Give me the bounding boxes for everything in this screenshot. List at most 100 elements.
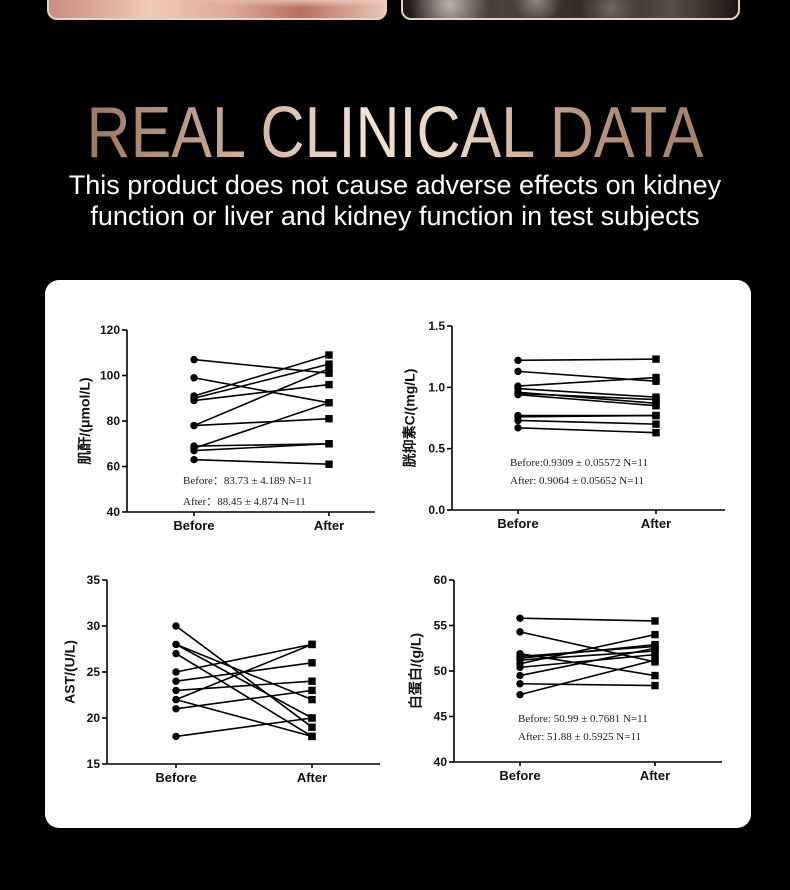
subject-line [517,419,657,425]
product-photo-left [47,0,387,20]
after-point [652,355,660,363]
y-tick-label: 25 [87,665,101,679]
y-tick-label: 40 [107,505,121,519]
after-point [651,630,659,639]
x-category-label: Before [173,518,214,533]
after-point [651,640,659,649]
chart-1: 40 60 80 100 120 Before After 肌酐/(μmol/L) Before… [77,323,375,533]
y-tick-label: 60 [434,573,448,587]
after-point [308,732,316,741]
y-tick-label: 30 [87,619,101,633]
after-point [325,460,333,468]
y-tick-label: 80 [107,414,121,428]
subject-line [517,393,657,407]
before-point [514,416,522,425]
before-point [514,424,522,432]
after-point [325,369,333,377]
x-category-label: Before [155,770,196,785]
y-tick-label: 0.5 [428,442,445,456]
after-point [652,420,660,428]
before-point [172,732,180,741]
before-point [172,686,180,695]
after-point [308,695,316,704]
y-tick-label: 15 [87,757,101,771]
after-point [325,380,333,389]
before-point [516,690,524,699]
after-point [308,659,316,667]
after-point [308,714,316,722]
y-tick-label: 1.0 [428,380,445,394]
subject-line [517,358,657,362]
y-tick-label: 60 [107,460,121,474]
subtitle-line-1: This product does not cause adverse effe… [68,170,722,200]
subject-line [193,354,330,397]
after-point [652,395,660,404]
subject-line [193,383,330,402]
after-point [325,360,333,368]
before-point [190,396,198,405]
y-tick-label: 50 [434,664,448,678]
subject-line [193,376,330,404]
subtitle: This product does not cause adverse effe… [0,170,790,232]
subject-line [193,367,330,427]
x-category-label: Before [499,768,540,783]
stat-annotation: Before：83.73 ± 4.189 N=11 [183,475,312,487]
after-point [652,429,660,437]
subject-line [517,392,657,401]
y-axis-title: 胱抑素C/(mg/L) [402,369,418,468]
subject-line [175,680,313,692]
y-tick-label: 120 [100,323,120,337]
after-point [308,686,316,695]
y-tick-label: 45 [434,710,448,724]
subject-line [519,653,656,669]
subject-line [519,647,656,677]
before-point [516,654,524,662]
stat-annotation: After：88.45 ± 4.874 N=11 [183,496,306,508]
x-category-label: After [297,770,327,785]
subject-line [193,402,330,450]
subject-line [175,717,313,738]
after-point [325,399,333,407]
y-tick-label: 40 [434,755,448,769]
after-point [325,351,333,359]
subject-line [519,659,656,696]
after-point [651,671,659,680]
before-point [516,680,524,688]
chart-2: 0.0 0.5 1.0 1.5 Before After 胱抑素C/(mg/L) Before… [402,319,725,531]
before-point [516,614,524,622]
page-title: REAL CLINICAL DATA [86,91,704,173]
after-point [651,681,659,690]
after-point [325,364,333,373]
y-axis-title: 白蛋白/(g/L) [408,633,424,709]
after-point [652,411,660,420]
before-point [172,668,180,676]
y-tick-label: 100 [100,369,120,383]
before-point [172,640,180,649]
subject-line [175,643,313,673]
before-point [516,663,524,672]
y-tick-label: 20 [87,711,101,725]
before-point [190,455,198,464]
subject-line [175,625,313,728]
y-tick-label: 0.0 [428,503,445,517]
subject-line [193,458,330,466]
before-point [172,677,180,685]
y-tick-label: 35 [87,573,101,587]
subject-line [175,698,313,738]
chart-card [45,280,751,828]
subject-line [517,376,657,387]
stat-annotation: Before: 50.99 ± 0.7681 N=11 [518,713,648,725]
chart-4: 40 45 50 55 60 Before After 白蛋白/(g/L) Before: 50… [408,573,722,783]
product-photo-right [401,0,740,20]
subject-line [175,689,313,710]
after-point [652,402,660,410]
y-tick-label: 55 [434,619,448,633]
subject-line [517,370,657,382]
subject-line [519,652,656,677]
x-category-label: Before [497,516,538,531]
subject-line [519,643,656,660]
y-axis-title: AST/(U/L) [62,640,78,704]
subject-line [193,358,330,375]
before-point [190,421,198,430]
